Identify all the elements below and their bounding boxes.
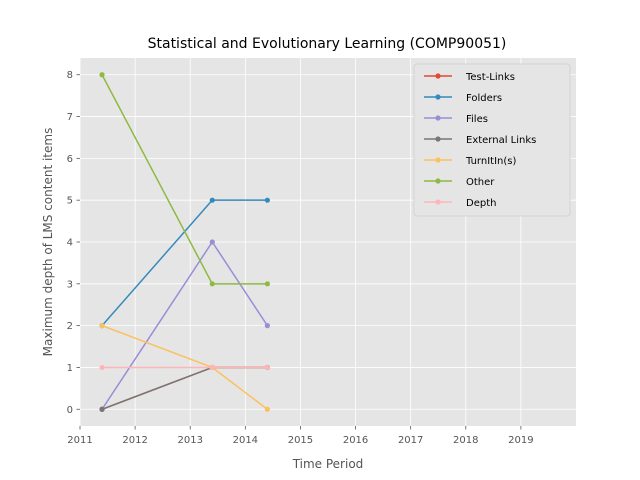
- legend-box: [413, 63, 571, 217]
- y-tick-label: 6: [67, 154, 73, 165]
- x-axis-label: Time Period: [292, 457, 364, 471]
- legend-label: Test-Links: [465, 72, 515, 83]
- legend-label: Folders: [466, 93, 502, 104]
- data-point: [99, 406, 105, 412]
- x-axis-ticks: 2011 2012 2013 2014 2015 2016 2017 2018 2019: [67, 426, 534, 446]
- x-tick-label: 2013: [177, 435, 202, 446]
- legend-item: TurnItIn(s): [424, 156, 516, 167]
- legend-marker: [435, 115, 441, 121]
- data-point: [264, 323, 270, 329]
- y-tick-label: 1: [67, 363, 73, 374]
- data-point: [209, 197, 215, 203]
- series-depth: [99, 364, 270, 371]
- y-tick-label: 2: [67, 321, 73, 332]
- legend-label: Depth: [466, 198, 496, 209]
- data-point: [99, 72, 105, 78]
- legend-item: Files: [424, 114, 488, 125]
- legend-marker: [435, 157, 441, 163]
- legend-marker: [435, 136, 441, 142]
- x-tick-label: 2018: [453, 435, 478, 446]
- series-lines: [99, 72, 270, 412]
- x-tick-label: 2015: [288, 435, 313, 446]
- data-point: [209, 239, 215, 245]
- x-tick-label: 2011: [67, 435, 92, 446]
- data-point: [209, 281, 215, 287]
- legend-label: Other: [466, 177, 495, 188]
- legend-marker: [435, 94, 441, 100]
- data-point: [264, 197, 270, 203]
- y-axis-label: Maximum depth of LMS content items: [41, 128, 55, 357]
- legend-item: Other: [424, 177, 495, 188]
- legend-marker: [435, 199, 441, 205]
- y-tick-label: 5: [67, 196, 73, 207]
- legend-label: External Links: [466, 135, 536, 146]
- legend-item: Folders: [424, 93, 502, 104]
- legend-marker: [435, 73, 441, 79]
- y-tick-label: 4: [67, 238, 73, 249]
- legend: Test-Links Folders Files External Links Turn…: [413, 63, 571, 217]
- series-other: [99, 72, 270, 287]
- y-tick-label: 3: [67, 279, 73, 290]
- legend-label: TurnItIn(s): [465, 156, 516, 167]
- chart-title: Statistical and Evolutionary Learning (C…: [148, 36, 507, 52]
- x-tick-label: 2012: [122, 435, 147, 446]
- data-point: [99, 323, 105, 329]
- data-point: [99, 364, 105, 371]
- legend-item: Test-Links: [424, 72, 515, 83]
- x-tick-label: 2019: [508, 435, 533, 446]
- x-tick-label: 2016: [343, 435, 368, 446]
- legend-item: External Links: [424, 135, 536, 146]
- data-point: [264, 281, 270, 287]
- data-point: [264, 406, 270, 412]
- y-tick-label: 7: [67, 112, 73, 123]
- y-tick-label: 0: [67, 405, 73, 416]
- legend-marker: [435, 178, 441, 184]
- x-tick-label: 2017: [398, 435, 423, 446]
- legend-label: Files: [466, 114, 488, 125]
- y-axis-ticks: 0 1 2 3 4 5 6 7 8: [67, 70, 80, 416]
- legend-item: Depth: [424, 198, 496, 209]
- y-tick-label: 8: [67, 70, 73, 81]
- data-point: [264, 364, 270, 371]
- data-point: [209, 364, 215, 371]
- x-tick-label: 2014: [233, 435, 258, 446]
